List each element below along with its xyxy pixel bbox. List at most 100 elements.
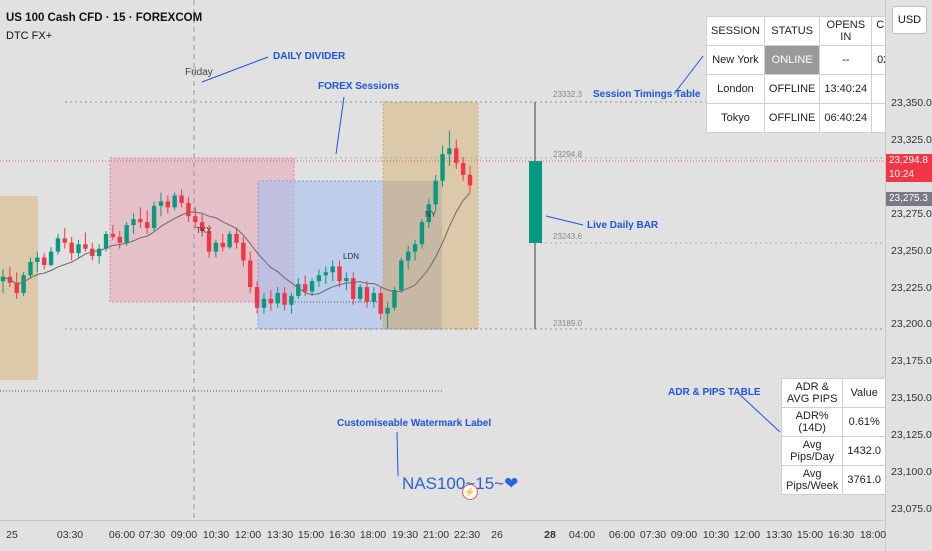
candle-body (48, 251, 54, 265)
session-table-cell: London (706, 74, 765, 104)
candle-body (213, 242, 219, 252)
candle-body (364, 287, 370, 302)
time-tick: 03:30 (56, 529, 84, 541)
time-tick: 06:00 (608, 529, 636, 541)
level-label-lowmid: 23243.6 (553, 232, 582, 241)
annotation-adr-table: ADR & PIPS TABLE (668, 387, 761, 398)
candle-body (145, 222, 150, 229)
last-price-label: 23,294.8 (886, 154, 932, 168)
candle-body (289, 295, 294, 305)
session-table-header-cell: OPENS IN (819, 16, 873, 46)
arrow-adr-table (736, 391, 781, 433)
candle-body (234, 233, 239, 243)
session-label-tokyo: TKY (196, 226, 212, 235)
candle-body (21, 275, 26, 293)
session-table-cell: New York (706, 45, 765, 75)
time-tick: 04:00 (568, 529, 596, 541)
candle-body (378, 292, 383, 314)
arrow-live-bar (545, 215, 584, 226)
time-tick: 16:30 (328, 529, 356, 541)
candle-body (83, 244, 88, 249)
annotation-daily-divider: DAILY DIVIDER (273, 51, 346, 62)
price-tick: 23,250.0 (891, 244, 932, 257)
session-table-cell: OFFLINE (763, 103, 821, 133)
candle-body (302, 284, 308, 292)
adr-table-cell: 3761.0 (842, 465, 885, 495)
candle-body (419, 222, 425, 245)
time-tick: 10:30 (202, 529, 230, 541)
candle-body (117, 236, 122, 243)
candle-body (399, 260, 404, 291)
session-label-newyork: NY (425, 210, 437, 219)
session-table-cell: -- (871, 103, 885, 133)
adr-table-cell: ADR% (14D) (780, 407, 844, 437)
candle-body (220, 242, 225, 248)
candle-body (138, 219, 143, 223)
price-tick: 23,350.0 (891, 97, 932, 109)
arrow-forex-sessions (335, 96, 345, 155)
candle-body (447, 148, 452, 155)
time-tick: 13:30 (765, 529, 793, 541)
chart-area[interactable]: US 100 Cash CFD · 15 · FOREXCOM DTC FX+ … (0, 0, 885, 520)
currency-button[interactable]: USD (892, 6, 927, 34)
price-tick: 23,075.0 (891, 503, 932, 515)
candle-body (296, 284, 301, 296)
indicator-name[interactable]: DTC FX+ (6, 30, 53, 42)
time-tick: 16:30 (827, 529, 855, 541)
time-tick: 09:00 (670, 529, 698, 541)
time-tick: 21:00 (422, 529, 450, 541)
candle-body (357, 287, 363, 299)
candle-body (309, 281, 315, 292)
time-tick: 09:00 (170, 529, 198, 541)
candle-body (110, 233, 116, 237)
candle-body (158, 201, 164, 206)
time-tick: 10:30 (702, 529, 730, 541)
annotation-live-bar: Live Daily BAR (587, 220, 659, 231)
level-label-bottom: 23189.0 (553, 319, 582, 328)
moving-average-line (2, 192, 471, 296)
session-table-header-cell: STATUS (763, 16, 821, 46)
lightning-icon[interactable]: ⚡ (462, 484, 478, 500)
candle-body (69, 242, 74, 254)
candle-body (254, 287, 260, 308)
candle-body (42, 257, 47, 265)
price-axis[interactable]: 23,350.023,325.023,300.023,275.023,250.0… (885, 0, 932, 550)
candle-body (165, 201, 171, 208)
symbol-title[interactable]: US 100 Cash CFD · 15 · FOREXCOM (6, 12, 203, 24)
price-tick: 23,275.0 (891, 207, 932, 220)
chart-canvas[interactable] (0, 0, 885, 520)
candle-body (330, 266, 335, 273)
session-table-cell: Tokyo (706, 103, 765, 133)
candle-body (55, 238, 61, 252)
candle-body (172, 195, 177, 208)
candle-body (433, 180, 438, 205)
candle-body (412, 244, 418, 252)
adr-table-header: ADR & AVG PIPS Value (780, 378, 885, 408)
candle-body (460, 163, 466, 175)
session-table-cell: -- (871, 74, 885, 104)
candle-body (261, 298, 267, 308)
adr-table-header-cell: ADR & AVG PIPS (780, 378, 844, 408)
price-tick: 23,175.0 (891, 355, 932, 368)
candle-body (248, 260, 253, 288)
session-table-header-cell: CLOSES IN (871, 16, 885, 46)
time-tick: 07:30 (138, 529, 166, 541)
session-table-cell: OFFLINE (763, 74, 821, 104)
session-table-cell: ONLINE (763, 45, 821, 75)
session-table-cell: 02:40:24 (871, 45, 885, 75)
arrow-session-table (673, 55, 704, 95)
candle-body (426, 204, 431, 223)
adr-pips-table: ADR & AVG PIPS Value ADR% (14D) 0.61% Avg P… (780, 378, 885, 495)
time-axis[interactable]: 25 03:30 06:00 07:30 09:00 10:30 12:00 13:30 15:… (0, 520, 886, 551)
adr-table-row: Avg Pips/Week 3761.0 (780, 465, 885, 495)
session-label-london: LDN (343, 252, 360, 261)
time-tick: 13:30 (266, 529, 294, 541)
level-label-mid: 23294.8 (553, 150, 582, 159)
candle-body (193, 216, 198, 223)
candle-body (268, 298, 274, 304)
annotation-session-table: Session Timings Table (593, 89, 701, 100)
session-table-cell: 13:40:24 (819, 74, 873, 104)
time-tick: 18:00 (359, 529, 387, 541)
candle-body (14, 282, 19, 293)
